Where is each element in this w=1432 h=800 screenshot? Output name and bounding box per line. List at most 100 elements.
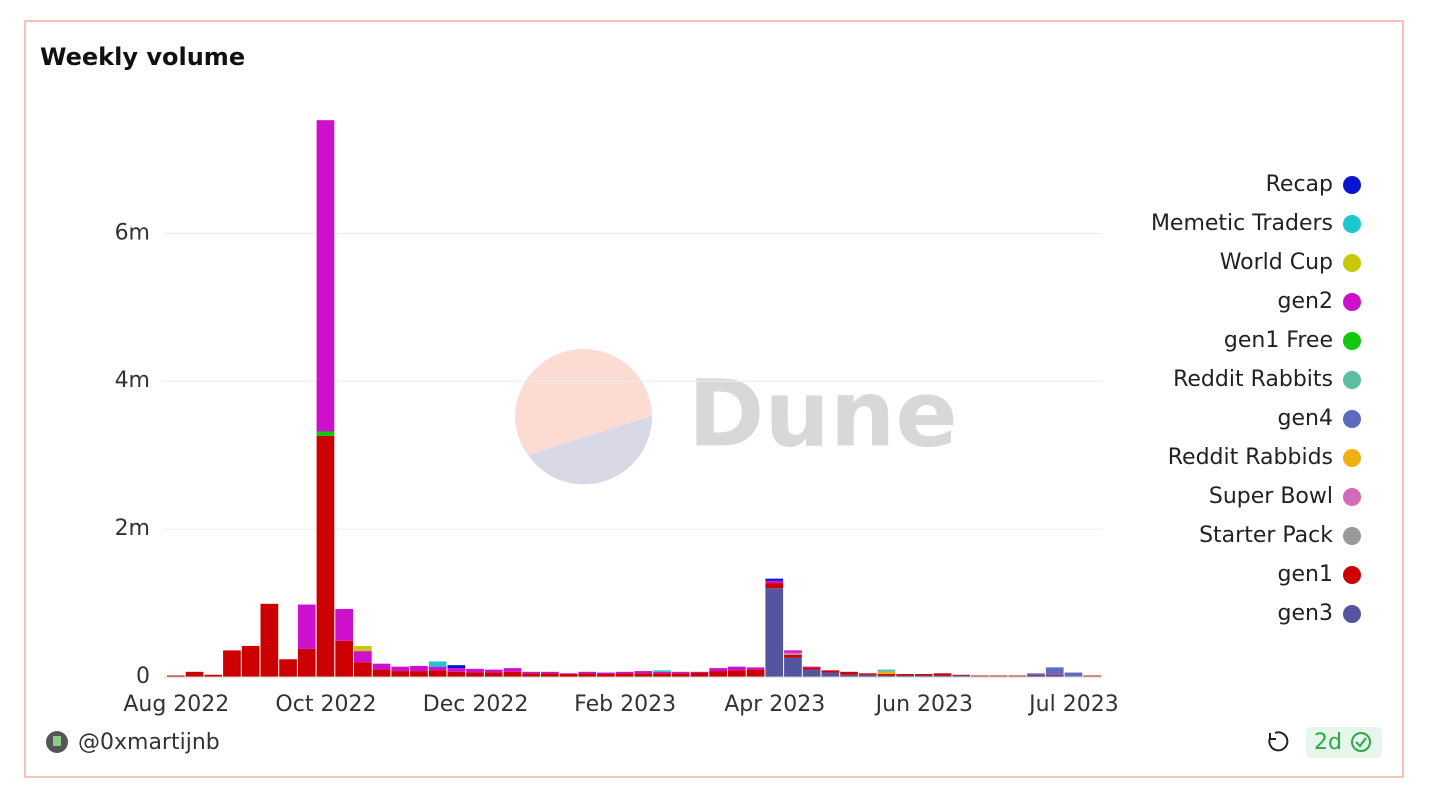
bar-segment [1083, 675, 1101, 677]
legend-label: Recap [1266, 172, 1333, 197]
bar-segment [877, 671, 896, 675]
bar-segment [597, 674, 615, 677]
bar-segment [802, 667, 821, 670]
bar-segment [858, 674, 877, 677]
legend-label: Reddit Rabbits [1173, 367, 1333, 392]
bar-segment [634, 673, 653, 677]
legend-label: World Cup [1220, 250, 1333, 275]
bar-segment [335, 640, 353, 677]
bar-segment [952, 675, 971, 677]
bar-segment [297, 648, 316, 677]
bar-segment [765, 583, 784, 589]
bar-segment [653, 673, 671, 677]
legend-marker [1343, 332, 1361, 350]
bar-segment [784, 654, 802, 655]
bar-segment [410, 671, 428, 677]
legend-label: gen1 [1278, 562, 1333, 587]
bar-segment [372, 669, 391, 677]
y-tick-label: 4m [115, 368, 150, 393]
bar-segment [858, 673, 877, 675]
bar-segment [877, 669, 896, 672]
legend-marker [1343, 410, 1361, 428]
bar-segment [559, 673, 578, 675]
legend-marker [1343, 293, 1361, 311]
x-tick-label: Feb 2023 [574, 692, 676, 717]
bar-segment [447, 668, 466, 672]
legend-marker [1343, 488, 1361, 506]
bar-segment [933, 673, 952, 676]
bar-segment [484, 669, 503, 673]
bar-segment [1045, 674, 1064, 676]
bar-segment [989, 675, 1008, 677]
bar-segment [354, 662, 372, 677]
bar-segment [279, 659, 297, 677]
bar-segment [802, 666, 821, 668]
bar-segment [428, 666, 447, 671]
bar-segment [709, 671, 727, 677]
bar-segment [1008, 675, 1027, 677]
verified-check [1355, 737, 1367, 748]
watermark: Dune [688, 360, 958, 467]
bar-segment [746, 667, 765, 670]
bar-segment [933, 675, 952, 677]
bar-segment [765, 580, 784, 584]
bar-segment [597, 672, 615, 675]
bar-segment [241, 645, 260, 677]
watermark-logo [514, 348, 653, 485]
bar-segment [316, 120, 335, 432]
x-tick-label: Apr 2023 [724, 692, 825, 717]
bar-segment [260, 603, 279, 677]
x-tick-label: Dec 2022 [423, 692, 529, 717]
bar-segment [391, 671, 410, 677]
bar-segment [541, 673, 559, 677]
bar-segment [1027, 674, 1045, 676]
bar-segment [728, 666, 746, 671]
chart-title: Weekly volume [40, 43, 245, 71]
author[interactable]: @0xmartijnb [78, 730, 220, 755]
x-tick-label: Oct 2022 [275, 692, 376, 717]
bar-segment [671, 671, 690, 674]
bar-segment [784, 650, 802, 653]
bar-segment [354, 645, 372, 652]
bar-segment [578, 671, 597, 674]
bar-segment [821, 672, 840, 677]
bar-segment [915, 674, 933, 676]
bar-segment [447, 665, 466, 669]
bar-segment [971, 675, 989, 677]
y-tick-label: 2m [115, 516, 150, 541]
bar-segment [185, 671, 204, 677]
bar-segment [335, 608, 353, 641]
bar-segment [784, 652, 802, 655]
bar-segment [821, 670, 840, 673]
bar-segment [428, 661, 447, 667]
bar-segment [690, 671, 709, 673]
bar-segment [877, 674, 896, 676]
bar-segment [578, 673, 597, 677]
bar-segment [709, 668, 727, 672]
bar-segment [316, 431, 335, 436]
bar-segment [466, 668, 484, 673]
bar-segment [840, 671, 858, 675]
bar-segment [1027, 675, 1045, 677]
bar-segment [1045, 675, 1064, 677]
legend-marker [1343, 176, 1361, 194]
bar-segment [503, 668, 522, 672]
legend-marker [1343, 527, 1361, 545]
bar-segment [952, 674, 971, 676]
bar-segment [671, 673, 690, 677]
bar-segment [354, 651, 372, 663]
refresh-icon[interactable] [1268, 731, 1289, 752]
legend-label: gen2 [1278, 289, 1333, 314]
legend-label: Starter Pack [1199, 523, 1333, 548]
y-tick-label: 0 [136, 664, 150, 689]
legend-label: Reddit Rabbids [1168, 445, 1333, 470]
bar-segment [391, 666, 410, 672]
bar-segment [204, 674, 223, 677]
bar-segment [896, 674, 914, 676]
bar-segment [877, 675, 896, 677]
x-tick-label: Jun 2023 [874, 692, 973, 717]
legend-label: gen1 Free [1224, 328, 1333, 353]
bar-segment [316, 435, 335, 677]
legend-label: gen4 [1278, 406, 1333, 431]
